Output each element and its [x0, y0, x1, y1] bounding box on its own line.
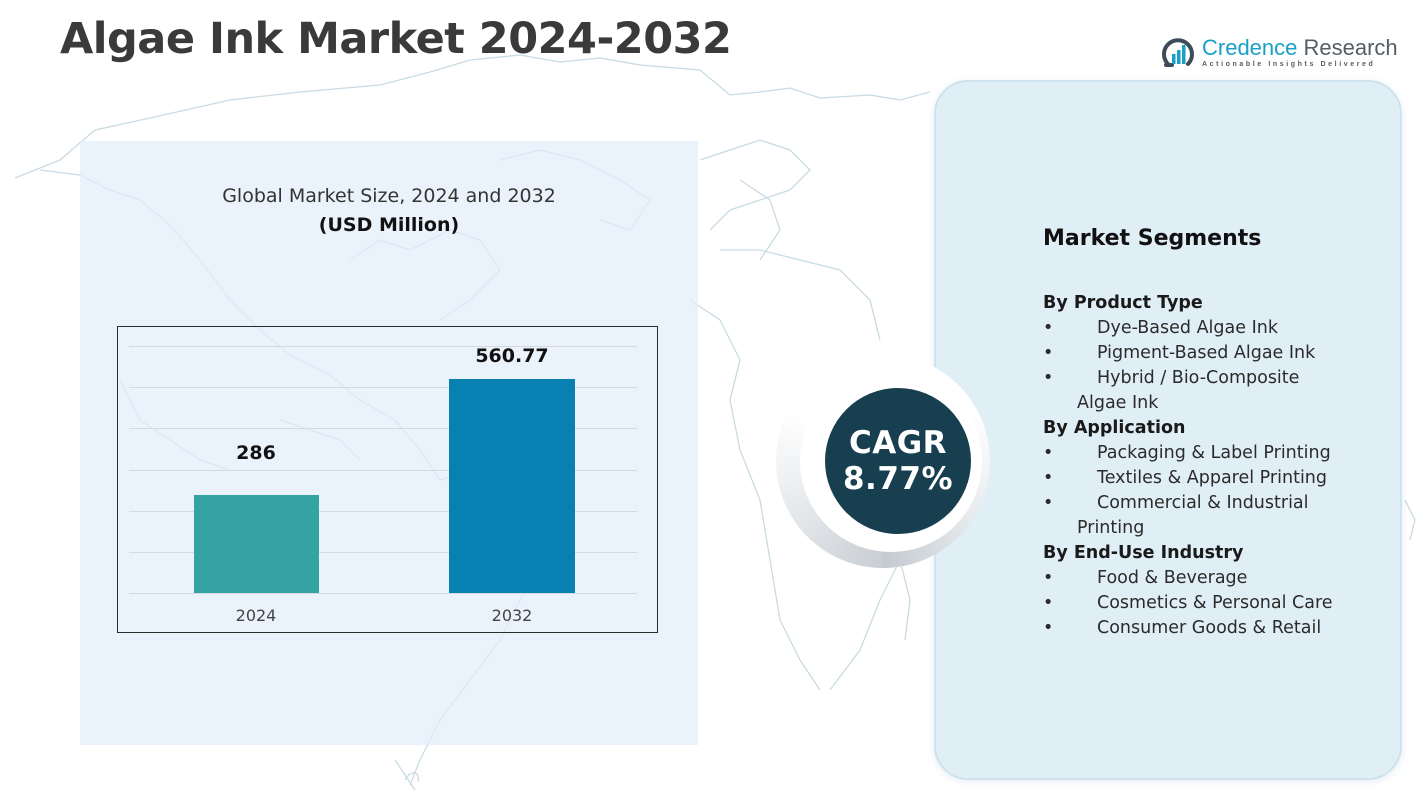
gridline — [129, 470, 637, 471]
gridline — [129, 552, 637, 553]
bar-value-label-2024: 286 — [236, 442, 276, 464]
list-item: • Packaging & Label Printing — [1043, 441, 1393, 466]
bullet-icon: • — [1043, 343, 1054, 363]
segment-group-title-product-type: By Product Type — [1043, 293, 1203, 313]
bar-2032[interactable] — [449, 379, 575, 593]
segments-title: Market Segments — [1043, 226, 1262, 251]
page-title: Algae Ink Market 2024-2032 — [60, 14, 732, 64]
bullet-icon: • — [1043, 443, 1054, 463]
list-item: • Cosmetics & Personal Care — [1043, 591, 1393, 616]
list-item: • Hybrid / Bio-Composite Algae Ink — [1043, 368, 1300, 413]
bullet-icon: • — [1043, 618, 1054, 638]
list-item: • Pigment-Based Algae Ink — [1043, 341, 1393, 366]
chart-panel — [80, 141, 698, 745]
cagr-label: CAGR — [848, 425, 948, 461]
market-segments-panel — [934, 80, 1402, 780]
bullet-icon: • — [1043, 593, 1054, 613]
x-axis-label-2032: 2032 — [491, 606, 533, 625]
gridline — [129, 511, 637, 512]
list-item: • Dye-Based Algae Ink — [1043, 316, 1393, 341]
x-axis-label-2024: 2024 — [235, 606, 277, 625]
chart-heading: Global Market Size, 2024 and 2032 (USD M… — [80, 182, 698, 240]
chart-unit: (USD Million) — [318, 214, 460, 236]
bullet-icon: • — [1043, 368, 1054, 388]
segment-group-title-end-use-industry: By End-Use Industry — [1043, 543, 1244, 563]
logo-tagline: Actionable Insights Delivered — [1202, 61, 1376, 68]
list-item: • Food & Beverage — [1043, 566, 1393, 591]
chart-baseline — [129, 593, 637, 594]
list-item: • Commercial & Industrial Printing — [1043, 493, 1309, 538]
segment-list-product-type: • Dye-Based Algae Ink • Pigment-Based Alga… — [1043, 316, 1393, 416]
list-item: • Textiles & Apparel Printing — [1043, 466, 1393, 491]
cagr-badge: CAGR 8.77% — [825, 388, 971, 534]
chart-subtitle: Global Market Size, 2024 and 2032 — [222, 185, 556, 207]
segment-group-title-application: By Application — [1043, 418, 1186, 438]
logo-name: Credence Research — [1202, 35, 1398, 60]
cagr-value: 8.77% — [842, 461, 954, 497]
bar-chart-in-circle-icon — [1162, 38, 1194, 67]
gridline — [129, 428, 637, 429]
bullet-icon: • — [1043, 468, 1054, 488]
bullet-icon: • — [1043, 318, 1054, 338]
bullet-icon: • — [1043, 568, 1054, 588]
bar-2024[interactable] — [194, 495, 319, 593]
market-segments: Market Segments By Product Type • Dye-Bas… — [1043, 222, 1393, 641]
credence-research-logo[interactable]: Credence Research Actionable Insights De… — [1160, 34, 1398, 70]
gridline — [129, 346, 637, 347]
bar-chart: 286 560.77 2024 2032 — [117, 326, 658, 633]
bullet-icon: • — [1043, 493, 1054, 513]
list-item: • Consumer Goods & Retail — [1043, 616, 1393, 641]
segment-list-application: • Packaging & Label Printing • Textiles & … — [1043, 441, 1393, 541]
gridline — [129, 387, 637, 388]
bar-value-label-2032: 560.77 — [475, 345, 549, 367]
segment-list-end-use-industry: • Food & Beverage • Cosmetics & Personal C… — [1043, 566, 1393, 641]
